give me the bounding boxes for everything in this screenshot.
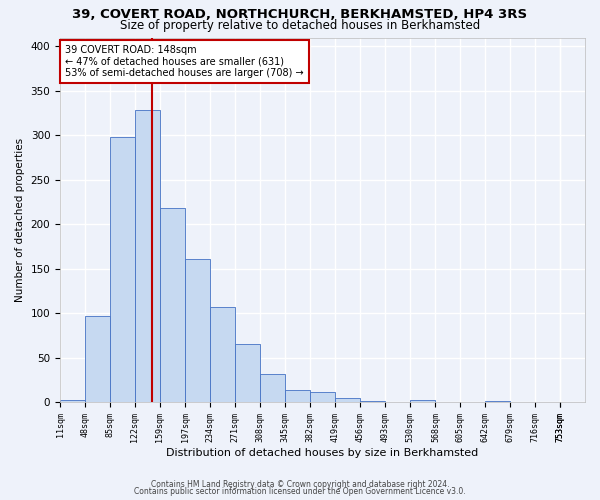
Bar xyxy=(110,137,135,402)
Bar xyxy=(335,398,360,402)
Text: Contains public sector information licensed under the Open Government Licence v3: Contains public sector information licen… xyxy=(134,487,466,496)
Bar xyxy=(211,307,235,402)
Bar xyxy=(285,390,310,402)
Bar xyxy=(410,400,435,402)
Bar xyxy=(135,110,160,402)
Bar xyxy=(260,374,285,402)
Text: Contains HM Land Registry data © Crown copyright and database right 2024.: Contains HM Land Registry data © Crown c… xyxy=(151,480,449,489)
Bar xyxy=(85,316,110,402)
Bar xyxy=(235,344,260,402)
Bar xyxy=(310,392,335,402)
Bar xyxy=(160,208,185,402)
Bar xyxy=(185,259,211,402)
Text: Size of property relative to detached houses in Berkhamsted: Size of property relative to detached ho… xyxy=(120,18,480,32)
Y-axis label: Number of detached properties: Number of detached properties xyxy=(15,138,25,302)
X-axis label: Distribution of detached houses by size in Berkhamsted: Distribution of detached houses by size … xyxy=(166,448,479,458)
Bar xyxy=(60,400,85,402)
Text: 39, COVERT ROAD, NORTHCHURCH, BERKHAMSTED, HP4 3RS: 39, COVERT ROAD, NORTHCHURCH, BERKHAMSTE… xyxy=(73,8,527,20)
Text: 39 COVERT ROAD: 148sqm
← 47% of detached houses are smaller (631)
53% of semi-de: 39 COVERT ROAD: 148sqm ← 47% of detached… xyxy=(65,45,304,78)
